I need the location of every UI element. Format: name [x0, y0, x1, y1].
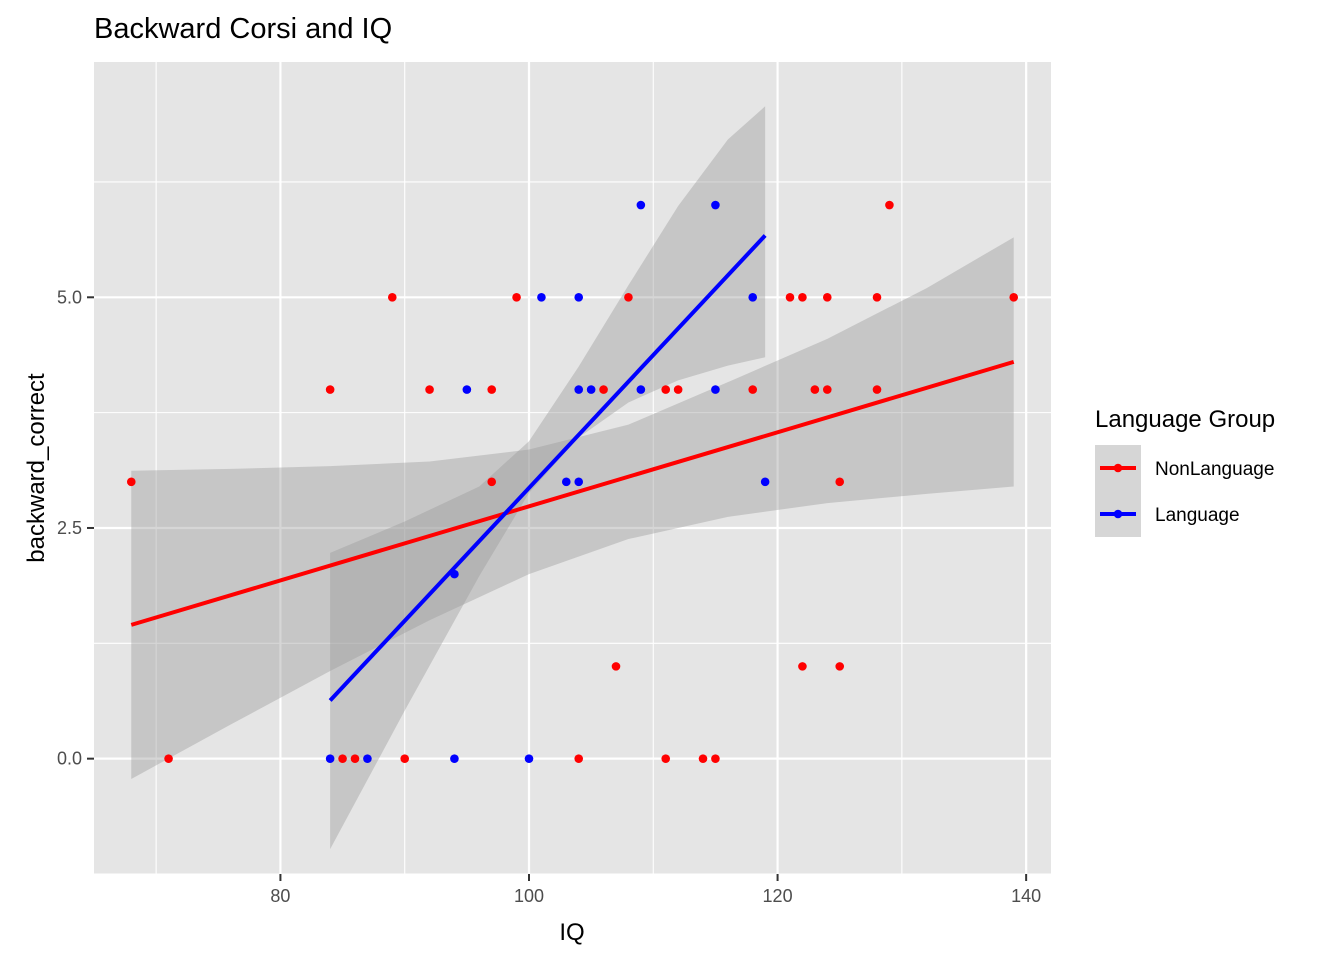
- data-point-language: [760, 477, 770, 487]
- data-point-language: [325, 754, 335, 763]
- data-point-nonlanguage: [387, 292, 397, 302]
- data-point-nonlanguage: [698, 754, 708, 763]
- data-point-nonlanguage: [425, 385, 434, 394]
- data-point-nonlanguage: [835, 477, 845, 487]
- data-point-nonlanguage: [599, 385, 608, 394]
- y-tick-label: 0.0: [57, 749, 82, 769]
- data-point-nonlanguage: [885, 200, 894, 210]
- trend-line-language: [328, 234, 767, 702]
- data-point-nonlanguage: [164, 754, 173, 763]
- data-point-nonlanguage: [798, 292, 807, 302]
- confidence-band-nonlanguage: [131, 237, 1014, 779]
- data-point-language: [574, 292, 584, 302]
- x-tick-label: 140: [1011, 886, 1041, 906]
- legend-key-point: [1113, 463, 1123, 473]
- axes: 80 100 120 140 0.0 2.5 5.0: [57, 287, 1041, 906]
- legend-title: Language Group: [1095, 406, 1275, 433]
- data-point-language: [574, 385, 584, 394]
- data-point-language: [748, 292, 758, 302]
- data-point-nonlanguage: [338, 754, 347, 763]
- x-axis-title: IQ: [559, 919, 584, 946]
- data-point-language: [636, 385, 646, 394]
- data-point-nonlanguage: [661, 754, 671, 763]
- data-point-nonlanguage: [1009, 292, 1019, 302]
- data-point-nonlanguage: [798, 662, 807, 671]
- data-point-nonlanguage: [810, 385, 820, 394]
- data-point-nonlanguage: [748, 385, 758, 394]
- data-point-language: [537, 292, 546, 302]
- data-point-nonlanguage: [487, 477, 497, 487]
- trend-line-nonlanguage: [130, 359, 1015, 627]
- data-point-nonlanguage: [822, 292, 832, 302]
- data-point-language: [363, 754, 372, 763]
- data-point-nonlanguage: [325, 385, 335, 394]
- data-point-nonlanguage: [611, 662, 621, 671]
- major-grid: [94, 62, 1051, 874]
- data-point-language: [574, 477, 584, 487]
- y-axis-title: backward_correct: [23, 373, 50, 563]
- data-point-language: [561, 477, 571, 487]
- data-point-nonlanguage: [350, 754, 360, 763]
- confidence-bands: [131, 106, 1014, 850]
- data-point-language: [524, 754, 534, 763]
- legend-label-language: Language: [1155, 505, 1240, 526]
- data-point-nonlanguage: [835, 662, 845, 671]
- x-tick-label: 120: [763, 886, 793, 906]
- data-point-nonlanguage: [574, 754, 584, 763]
- data-point-language: [711, 200, 720, 210]
- data-point-language: [636, 200, 646, 210]
- legend-key-point: [1113, 509, 1123, 519]
- data-point-nonlanguage: [711, 754, 720, 763]
- legend-label-nonlanguage: NonLanguage: [1155, 459, 1274, 480]
- y-tick-label: 2.5: [57, 518, 82, 538]
- y-tick-label: 5.0: [57, 287, 82, 307]
- legend: Language Group NonLanguage Language: [1095, 406, 1275, 537]
- trend-lines: [130, 234, 1015, 702]
- data-point-language: [450, 754, 459, 763]
- data-point-language: [586, 385, 596, 394]
- chart-title: Backward Corsi and IQ: [94, 13, 392, 45]
- data-point-nonlanguage: [126, 477, 136, 487]
- legend-keys: [1095, 445, 1141, 537]
- data-point-nonlanguage: [512, 292, 521, 302]
- data-point-language: [711, 385, 720, 394]
- data-point-nonlanguage: [624, 292, 633, 302]
- plot-panel: [94, 62, 1051, 874]
- data-point-language: [462, 385, 472, 394]
- x-tick-label: 100: [514, 886, 544, 906]
- data-point-nonlanguage: [673, 385, 683, 394]
- confidence-band-language: [330, 106, 766, 850]
- data-point-nonlanguage: [822, 385, 832, 394]
- data-point-nonlanguage: [661, 385, 671, 394]
- data-point-nonlanguage: [400, 754, 410, 763]
- data-point-nonlanguage: [487, 385, 497, 394]
- data-point-nonlanguage: [872, 385, 882, 394]
- x-tick-label: 80: [270, 886, 290, 906]
- data-points: [126, 200, 1019, 763]
- data-point-nonlanguage: [872, 292, 882, 302]
- data-point-nonlanguage: [785, 292, 795, 302]
